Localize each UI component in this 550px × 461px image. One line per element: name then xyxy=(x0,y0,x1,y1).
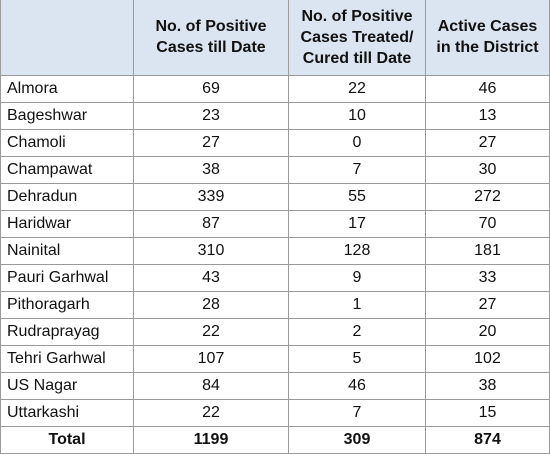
number-cell: 69 xyxy=(133,75,289,103)
number-cell: 27 xyxy=(133,129,289,157)
district-cell: Pithoragarh xyxy=(0,291,134,319)
number-cell: 22 xyxy=(133,399,289,427)
number-cell: 38 xyxy=(425,372,550,400)
number-cell: 5 xyxy=(288,345,426,373)
number-cell: 17 xyxy=(288,210,426,238)
district-cell: US Nagar xyxy=(0,372,134,400)
table-row: Champawat 38 7 30 xyxy=(0,156,550,184)
total-row: Total 1199 309 874 xyxy=(0,426,550,454)
header-line: Active Cases xyxy=(437,18,538,35)
number-cell: 310 xyxy=(133,237,289,265)
number-cell: 20 xyxy=(425,318,550,346)
district-cell: Tehri Garhwal xyxy=(0,345,134,373)
number-cell: 0 xyxy=(288,129,426,157)
number-cell: 33 xyxy=(425,264,550,292)
header-line: in the District xyxy=(436,39,539,56)
district-cell: Dehradun xyxy=(0,183,134,211)
number-cell: 55 xyxy=(288,183,426,211)
total-cell: 1199 xyxy=(133,426,289,454)
number-cell: 7 xyxy=(288,156,426,184)
number-cell: 22 xyxy=(133,318,289,346)
table-row: Tehri Garhwal 107 5 102 xyxy=(0,345,550,373)
number-cell: 107 xyxy=(133,345,289,373)
total-cell: 874 xyxy=(425,426,550,454)
table-row: Bageshwar 23 10 13 xyxy=(0,102,550,130)
header-line: No. of Positive xyxy=(301,7,413,25)
table-row: Pithoragarh 28 1 27 xyxy=(0,291,550,319)
header-line: Cases till Date xyxy=(156,39,266,56)
number-cell: 181 xyxy=(425,237,550,265)
number-cell: 15 xyxy=(425,399,550,427)
table-row: Chamoli 27 0 27 xyxy=(0,129,550,157)
number-cell: 7 xyxy=(288,399,426,427)
total-label: Total xyxy=(0,426,134,454)
number-cell: 23 xyxy=(133,102,289,130)
number-cell: 10 xyxy=(288,102,426,130)
district-cell: Almora xyxy=(0,75,134,103)
number-cell: 28 xyxy=(133,291,289,319)
table-row: US Nagar 84 46 38 xyxy=(0,372,550,400)
number-cell: 102 xyxy=(425,345,550,373)
table-row: Nainital 310 128 181 xyxy=(0,237,550,265)
number-cell: 38 xyxy=(133,156,289,184)
number-cell: 22 xyxy=(288,75,426,103)
number-cell: 30 xyxy=(425,156,550,184)
district-cell: Champawat xyxy=(0,156,134,184)
number-cell: 27 xyxy=(425,129,550,157)
district-cell: Nainital xyxy=(0,237,134,265)
table-body: Almora 69 22 46 Bageshwar 23 10 13 Chamoli 27 0 27 C… xyxy=(0,75,550,454)
header-line: Cured till Date xyxy=(302,49,412,67)
header-cell: Active Cases in the District xyxy=(425,0,550,76)
header-cell xyxy=(0,0,134,76)
table-row: Dehradun 339 55 272 xyxy=(0,183,550,211)
number-cell: 46 xyxy=(288,372,426,400)
number-cell: 27 xyxy=(425,291,550,319)
number-cell: 1 xyxy=(288,291,426,319)
number-cell: 43 xyxy=(133,264,289,292)
number-cell: 128 xyxy=(288,237,426,265)
district-cell: Haridwar xyxy=(0,210,134,238)
number-cell: 9 xyxy=(288,264,426,292)
header-line: Cases Treated/ xyxy=(300,28,414,46)
header-cell: No. of Positive Cases till Date xyxy=(133,0,289,76)
table-row: Almora 69 22 46 xyxy=(0,75,550,103)
district-cell: Pauri Garhwal xyxy=(0,264,134,292)
number-cell: 339 xyxy=(133,183,289,211)
number-cell: 272 xyxy=(425,183,550,211)
header-line: No. of Positive xyxy=(155,18,267,35)
table-row: Rudraprayag 22 2 20 xyxy=(0,318,550,346)
number-cell: 46 xyxy=(425,75,550,103)
district-cell: Uttarkashi xyxy=(0,399,134,427)
header-cell: No. of Positive Cases Treated/Cured till … xyxy=(288,0,426,76)
district-cell: Bageshwar xyxy=(0,102,134,130)
table-row: Uttarkashi 22 7 15 xyxy=(0,399,550,427)
table-row: Pauri Garhwal 43 9 33 xyxy=(0,264,550,292)
district-cell: Rudraprayag xyxy=(0,318,134,346)
number-cell: 84 xyxy=(133,372,289,400)
number-cell: 2 xyxy=(288,318,426,346)
number-cell: 87 xyxy=(133,210,289,238)
district-cell: Chamoli xyxy=(0,129,134,157)
total-cell: 309 xyxy=(288,426,426,454)
header-row: No. of Positive Cases till Date No. of Pos… xyxy=(0,0,550,76)
number-cell: 13 xyxy=(425,102,550,130)
number-cell: 70 xyxy=(425,210,550,238)
table-row: Haridwar 87 17 70 xyxy=(0,210,550,238)
